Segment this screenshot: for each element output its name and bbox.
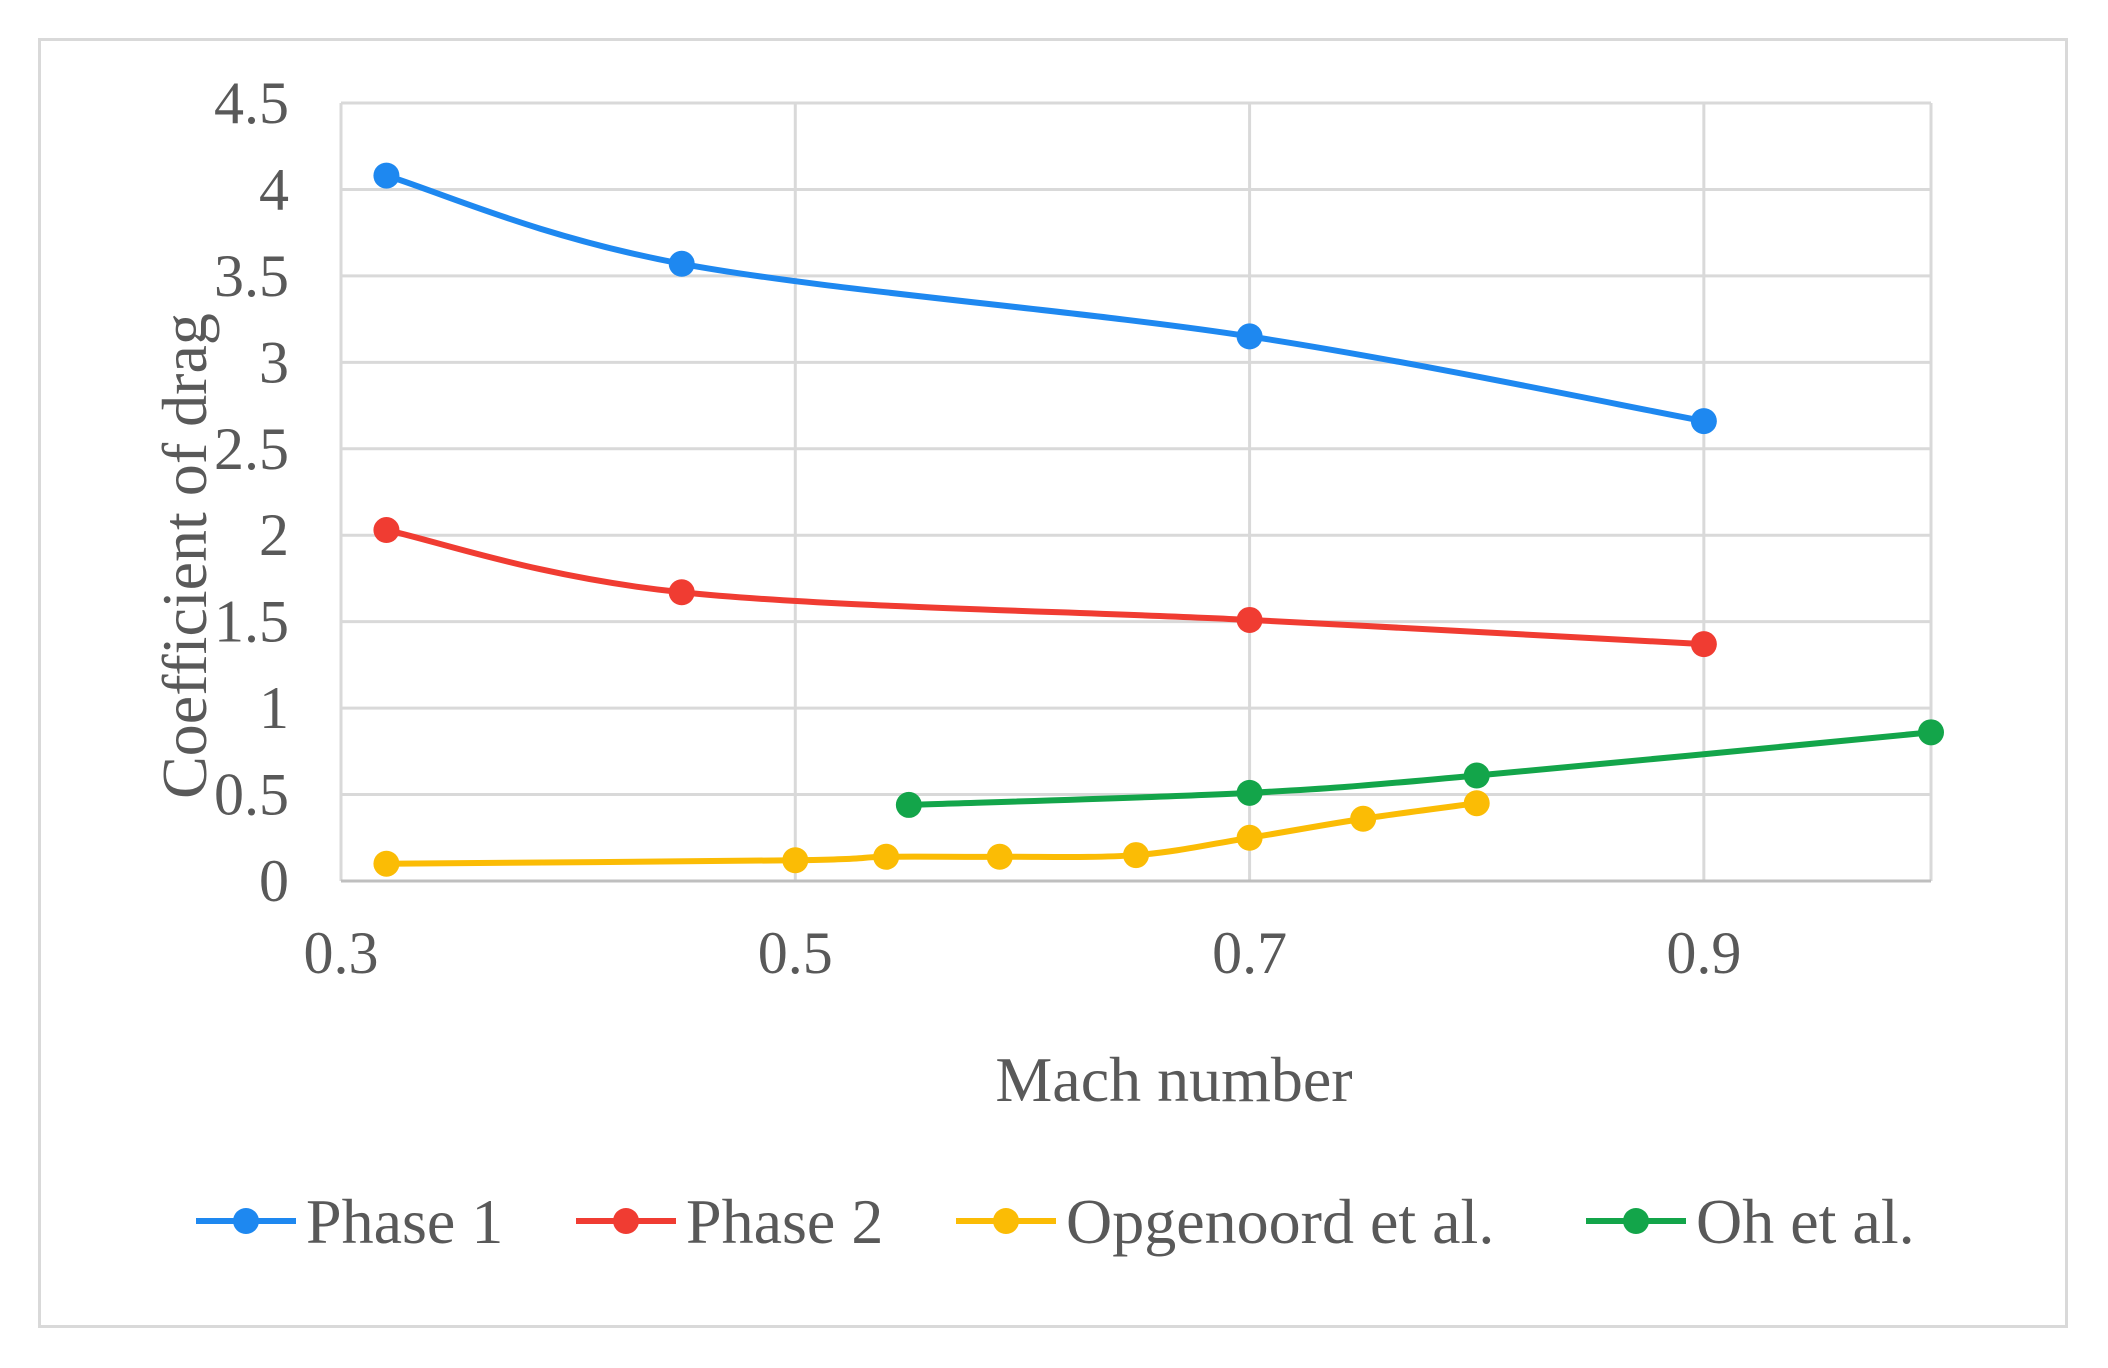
legend-marker [613,1208,639,1234]
y-tick-label: 0.5 [214,762,289,828]
chart-frame: 0 0.5 1 1.5 2 2.5 3 3.5 4 4.5 0.3 0.5 0.7 0.9 Mach nu… [38,38,2068,1328]
series-line [905,729,1934,808]
legend-item: Phase 2 [576,1186,883,1257]
data-point [373,162,400,189]
series-layer [373,162,1944,877]
series-phase-1 [373,162,1717,435]
data-point [1918,719,1944,746]
data-point [373,850,400,877]
legend-label: Opgenoord et al. [1066,1186,1494,1257]
legend-label: Phase 2 [686,1186,883,1257]
data-point [1236,824,1263,851]
y-tick-label: 1.5 [214,589,289,655]
data-point [1236,779,1263,806]
x-axis-title: Mach number [995,1044,1352,1115]
data-point [782,847,809,874]
y-tick-label: 4.5 [214,70,289,136]
data-point [1236,323,1263,350]
grid-layer [339,101,1933,881]
y-tick-label: 0 [259,848,289,914]
legend-marker [1623,1208,1649,1234]
data-point [668,250,695,277]
data-point [373,517,400,544]
data-point [1350,805,1377,832]
data-point [1690,408,1717,435]
x-tick-label: 0.7 [1212,920,1287,986]
legend-label: Oh et al. [1696,1186,1915,1257]
series-oh-et-al [895,719,1944,818]
series-line [383,172,1707,425]
series-line [383,527,1707,648]
series-opgenoord-et-al [373,790,1490,877]
legend-marker [993,1208,1019,1234]
y-tick-label: 1 [259,675,289,741]
series-phase-2 [373,517,1717,658]
x-tick-label: 0.9 [1666,920,1741,986]
y-tick-label: 3 [259,329,289,395]
y-tick-label: 2 [259,502,289,568]
legend-label: Phase 1 [306,1186,503,1257]
axis-layer: 0 0.5 1 1.5 2 2.5 3 3.5 4 4.5 0.3 0.5 0.7 0.9 [214,70,1931,986]
data-point [1123,842,1149,869]
y-tick-label: 3.5 [214,243,289,309]
series-line [383,800,1480,867]
legend-marker [233,1208,259,1234]
legend-item: Oh et al. [1586,1186,1915,1257]
legend-item: Opgenoord et al. [956,1186,1494,1257]
data-point [1236,606,1263,633]
data-point [1463,762,1490,789]
y-axis-title: Coefficient of drag [149,313,220,799]
drag-coefficient-line-chart: 0 0.5 1 1.5 2 2.5 3 3.5 4 4.5 0.3 0.5 0.7 0.9 Mach nu… [149,70,1944,1257]
data-point [895,791,922,818]
legend: Phase 1 Phase 2 Opgenoord et al. Oh et al. [196,1186,1915,1257]
data-point [1463,790,1490,817]
x-tick-label: 0.3 [304,920,379,986]
data-point [873,843,900,870]
data-point [986,843,1013,870]
legend-item: Phase 1 [196,1186,503,1257]
data-point [1690,631,1717,658]
y-tick-label: 2.5 [214,416,289,482]
x-tick-label: 0.5 [758,920,833,986]
data-point [668,579,695,606]
y-tick-label: 4 [259,156,289,222]
